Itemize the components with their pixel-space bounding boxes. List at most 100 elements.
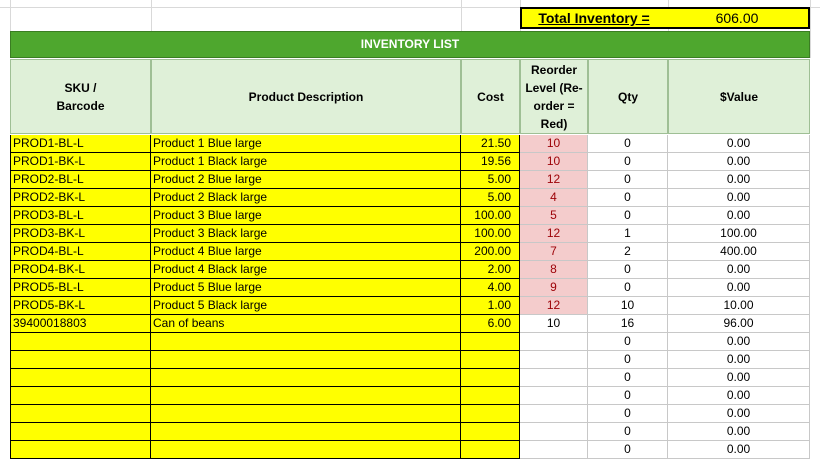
sku-cell[interactable]: PROD2-BK-L (10, 189, 151, 207)
qty-cell[interactable]: 0 (588, 369, 668, 387)
value-cell[interactable]: 0.00 (668, 369, 810, 387)
cost-cell[interactable] (461, 423, 520, 441)
sku-cell[interactable]: PROD4-BK-L (10, 261, 151, 279)
qty-cell[interactable]: 0 (588, 423, 668, 441)
description-cell[interactable]: Product 5 Black large (151, 297, 461, 315)
cost-cell[interactable] (461, 441, 520, 459)
description-cell[interactable]: Product 1 Black large (151, 153, 461, 171)
header-reorder-level[interactable]: Reorder Level (Re-order = Red) (520, 59, 588, 134)
qty-cell[interactable]: 0 (588, 387, 668, 405)
sku-cell[interactable]: PROD3-BL-L (10, 207, 151, 225)
sku-cell[interactable] (10, 441, 151, 459)
sku-cell[interactable]: PROD1-BL-L (10, 135, 151, 153)
qty-cell[interactable]: 0 (588, 189, 668, 207)
description-cell[interactable] (151, 423, 461, 441)
value-cell[interactable]: 0.00 (668, 423, 810, 441)
sku-cell[interactable]: PROD4-BL-L (10, 243, 151, 261)
header-value[interactable]: $Value (668, 59, 810, 134)
reorder-level-cell[interactable] (520, 405, 588, 423)
sku-cell[interactable]: PROD5-BK-L (10, 297, 151, 315)
cost-cell[interactable]: 5.00 (461, 171, 520, 189)
reorder-level-cell[interactable]: 5 (520, 207, 588, 225)
cost-cell[interactable]: 1.00 (461, 297, 520, 315)
sku-cell[interactable] (10, 405, 151, 423)
reorder-level-cell[interactable]: 12 (520, 225, 588, 243)
qty-cell[interactable]: 0 (588, 405, 668, 423)
value-cell[interactable]: 0.00 (668, 333, 810, 351)
sku-cell[interactable]: PROD5-BL-L (10, 279, 151, 297)
reorder-level-cell[interactable] (520, 369, 588, 387)
cost-cell[interactable]: 200.00 (461, 243, 520, 261)
cost-cell[interactable]: 21.50 (461, 135, 520, 153)
value-cell[interactable]: 0.00 (668, 135, 810, 153)
reorder-level-cell[interactable] (520, 333, 588, 351)
sku-cell[interactable] (10, 369, 151, 387)
description-cell[interactable]: Product 3 Black large (151, 225, 461, 243)
reorder-level-cell[interactable]: 8 (520, 261, 588, 279)
sku-cell[interactable]: PROD3-BK-L (10, 225, 151, 243)
qty-cell[interactable]: 0 (588, 261, 668, 279)
description-cell[interactable] (151, 441, 461, 459)
value-cell[interactable]: 0.00 (668, 441, 810, 459)
qty-cell[interactable]: 0 (588, 171, 668, 189)
reorder-level-cell[interactable]: 10 (520, 153, 588, 171)
value-cell[interactable]: 96.00 (668, 315, 810, 333)
value-cell[interactable]: 0.00 (668, 405, 810, 423)
value-cell[interactable]: 0.00 (668, 189, 810, 207)
value-cell[interactable]: 0.00 (668, 171, 810, 189)
cost-cell[interactable]: 100.00 (461, 207, 520, 225)
qty-cell[interactable]: 2 (588, 243, 668, 261)
description-cell[interactable]: Product 3 Blue large (151, 207, 461, 225)
qty-cell[interactable]: 0 (588, 441, 668, 459)
description-cell[interactable] (151, 333, 461, 351)
description-cell[interactable]: Product 4 Blue large (151, 243, 461, 261)
reorder-level-cell[interactable] (520, 351, 588, 369)
description-cell[interactable] (151, 405, 461, 423)
reorder-level-cell[interactable]: 10 (520, 315, 588, 333)
cost-cell[interactable] (461, 405, 520, 423)
qty-cell[interactable]: 0 (588, 135, 668, 153)
description-cell[interactable]: Product 2 Blue large (151, 171, 461, 189)
cost-cell[interactable] (461, 369, 520, 387)
qty-cell[interactable]: 16 (588, 315, 668, 333)
description-cell[interactable]: Can of beans (151, 315, 461, 333)
total-inventory-box[interactable] (520, 7, 810, 29)
reorder-level-cell[interactable]: 4 (520, 189, 588, 207)
header-description[interactable]: Product Description (151, 59, 461, 134)
value-cell[interactable]: 0.00 (668, 153, 810, 171)
value-cell[interactable]: 400.00 (668, 243, 810, 261)
sku-cell[interactable] (10, 351, 151, 369)
reorder-level-cell[interactable] (520, 423, 588, 441)
reorder-level-cell[interactable]: 10 (520, 135, 588, 153)
cost-cell[interactable] (461, 387, 520, 405)
sku-cell[interactable]: PROD2-BL-L (10, 171, 151, 189)
header-qty[interactable]: Qty (588, 59, 668, 134)
description-cell[interactable] (151, 387, 461, 405)
cost-cell[interactable]: 19.56 (461, 153, 520, 171)
description-cell[interactable]: Product 2 Black large (151, 189, 461, 207)
reorder-level-cell[interactable]: 12 (520, 297, 588, 315)
cost-cell[interactable]: 100.00 (461, 225, 520, 243)
value-cell[interactable]: 0.00 (668, 387, 810, 405)
header-cost[interactable]: Cost (461, 59, 520, 134)
qty-cell[interactable]: 0 (588, 207, 668, 225)
cost-cell[interactable]: 6.00 (461, 315, 520, 333)
sku-cell[interactable] (10, 387, 151, 405)
qty-cell[interactable]: 0 (588, 153, 668, 171)
reorder-level-cell[interactable]: 9 (520, 279, 588, 297)
qty-cell[interactable]: 0 (588, 333, 668, 351)
qty-cell[interactable]: 0 (588, 279, 668, 297)
reorder-level-cell[interactable] (520, 387, 588, 405)
reorder-level-cell[interactable] (520, 441, 588, 459)
cost-cell[interactable]: 2.00 (461, 261, 520, 279)
description-cell[interactable] (151, 369, 461, 387)
value-cell[interactable]: 0.00 (668, 279, 810, 297)
reorder-level-cell[interactable]: 12 (520, 171, 588, 189)
value-cell[interactable]: 0.00 (668, 261, 810, 279)
sku-cell[interactable]: PROD1-BK-L (10, 153, 151, 171)
sku-cell[interactable]: 39400018803 (10, 315, 151, 333)
description-cell[interactable]: Product 1 Blue large (151, 135, 461, 153)
value-cell[interactable]: 100.00 (668, 225, 810, 243)
description-cell[interactable] (151, 351, 461, 369)
qty-cell[interactable]: 10 (588, 297, 668, 315)
